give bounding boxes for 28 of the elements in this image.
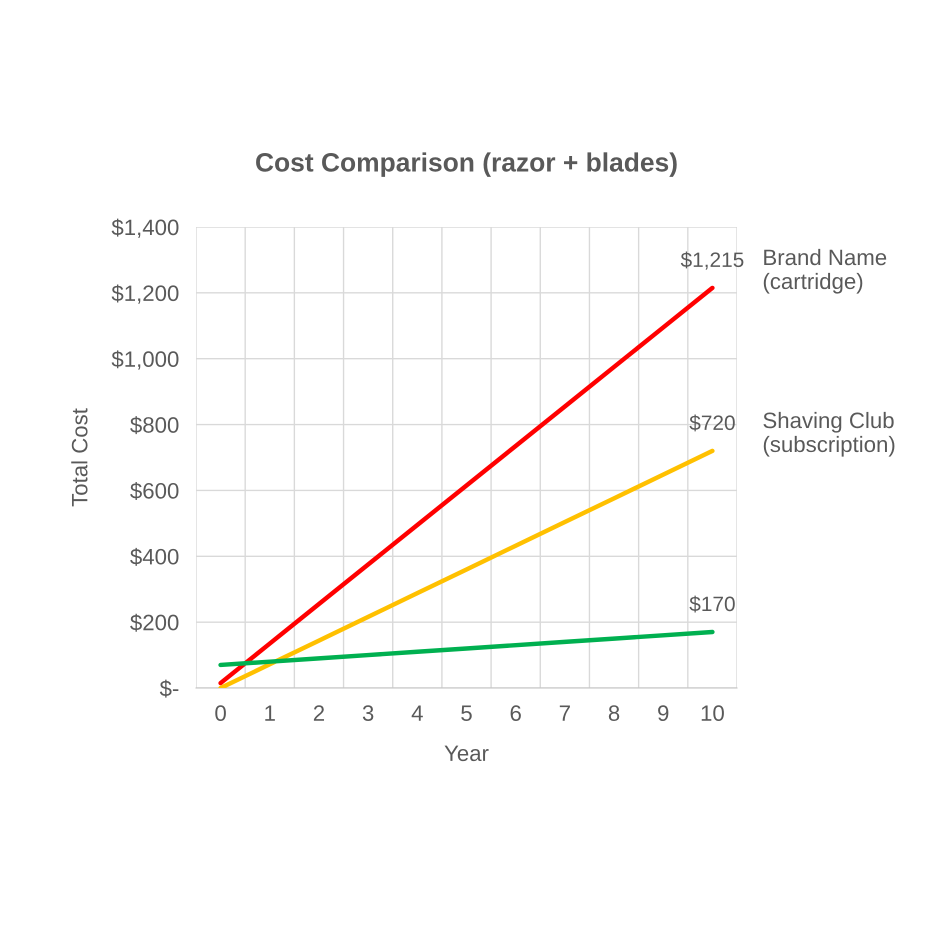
y-tick-label: $600 [130, 482, 178, 500]
y-tick-label: $400 [130, 548, 178, 566]
data-label: $720 [689, 414, 735, 432]
x-tick-label: 9 [658, 705, 668, 721]
x-tick-label: 2 [314, 705, 324, 721]
y-axis-title: Total Cost [71, 408, 88, 506]
x-tick-label: 3 [362, 705, 374, 721]
text: Brand Name (cartridge) [764, 248, 886, 294]
x-axis-title: Year [444, 746, 489, 762]
y-tick-label: $800 [130, 416, 178, 434]
y-tick-label: $1,400 [112, 218, 178, 238]
chart-title: Cost Comparison (razor + blades) [256, 152, 677, 177]
data-label: $1,215 [680, 252, 744, 270]
x-tick-label: 4 [412, 705, 423, 721]
data-label: $170 [689, 596, 735, 612]
x-tick-label: 5 [461, 705, 472, 721]
x-tick-label: 8 [608, 705, 620, 721]
x-tick-label: 0 [215, 705, 226, 721]
y-tick-label: $200 [130, 614, 178, 632]
x-tick-label: 1 [265, 705, 275, 721]
text: Shaving Club (subscription) [763, 412, 894, 457]
y-tick-label: $- [160, 680, 178, 698]
x-tick-label: 7 [560, 705, 570, 721]
x-tick-label: 10 [702, 705, 724, 721]
y-tick-label: $1,200 [112, 284, 178, 304]
line-series [218, 630, 715, 668]
x-tick-label: 6 [510, 705, 521, 721]
y-tick-label: $1,000 [112, 350, 178, 370]
